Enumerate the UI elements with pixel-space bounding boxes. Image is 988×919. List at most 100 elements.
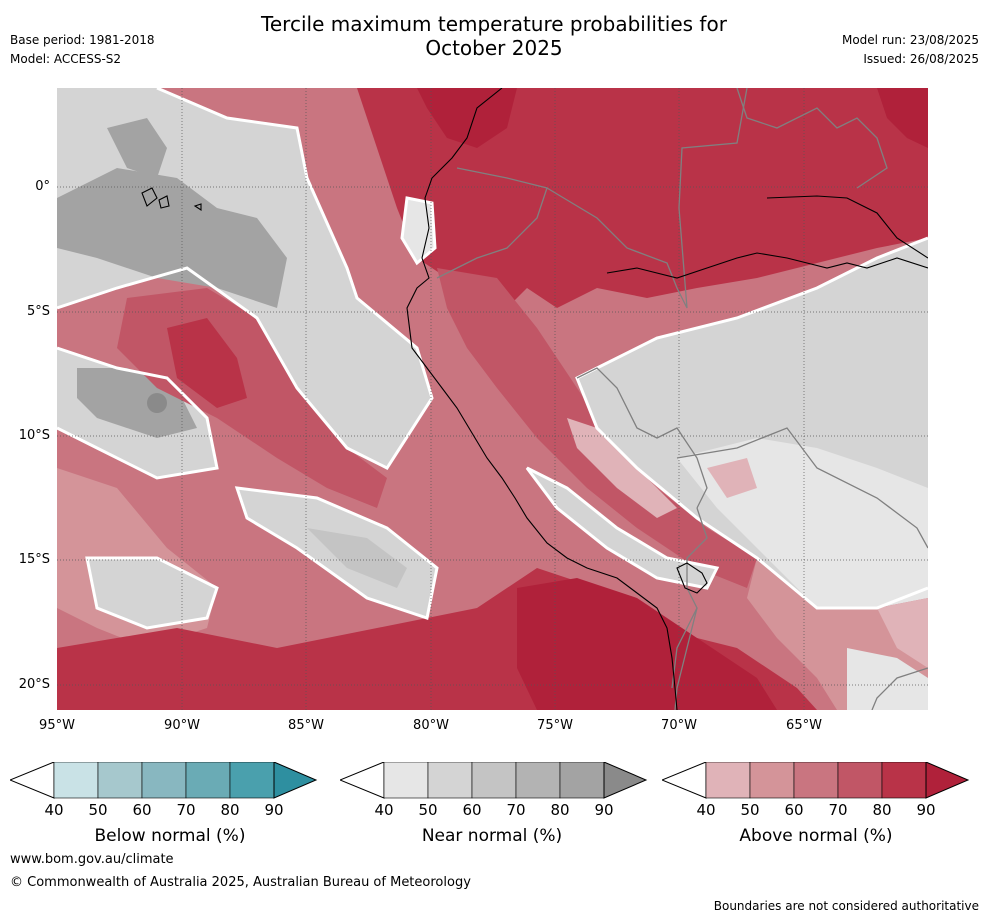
tick-below-90: 90 [264,801,284,819]
region-above-light-band [567,418,677,518]
colorbar-below-swatch-3 [141,762,187,799]
lat-label-15s: 15°S [18,552,50,567]
colorbar-below-swatch-1 [53,762,99,799]
region-near-se [847,648,928,710]
tick-above-40: 40 [696,801,716,819]
colorbar-below-label: Below normal (%) [94,826,246,846]
contour-west [57,88,434,470]
lon-label-75w: 75°W [537,718,573,733]
boundaries-disclaimer: Boundaries are not considered authoritat… [713,899,979,913]
lake-titicaca [676,562,708,594]
colorbar-near-swatch-5 [559,762,605,799]
tick-near-40: 40 [374,801,394,819]
tick-below-70: 70 [176,801,196,819]
model-name: Model: ACCESS-S2 [10,52,122,66]
tick-near-90: 90 [594,801,614,819]
colorbar-near-swatch-4 [515,762,561,799]
region-above-90-ne [877,88,928,148]
colorbar-above-swatch-2 [749,762,795,799]
colorbar-near-swatch-2 [427,762,473,799]
colorbar-near-min-triangle [340,762,385,799]
region-above-west-core [167,318,247,408]
colorbar-above-max-triangle [925,762,970,799]
colorbar-below-swatch-4 [185,762,231,799]
tick-above-50: 50 [740,801,760,819]
map-title: Tercile maximum temperature probabilitie… [0,12,988,60]
region-near-nw-dark [107,118,167,178]
country-borders [436,88,928,710]
border-peru-colombia-brazil [546,88,748,309]
website-link[interactable]: www.bom.gov.au/climate [10,852,174,867]
colorbar-above-min-triangle [662,762,707,799]
border-peru-bolivia [671,507,708,689]
contour-east [575,236,928,610]
lon-label-85w: 85°W [288,718,324,733]
border-bolivia-brazil [676,427,928,549]
tick-below-40: 40 [44,801,64,819]
colorbar-above-swatch-5 [881,762,927,799]
region-near-sw [87,558,217,628]
tick-below-60: 60 [132,801,152,819]
region-near-central-band [527,468,717,588]
colorbar-above-swatch-3 [793,762,839,799]
colorbar-near-swatch-1 [383,762,429,799]
colorbar-below-normal [10,762,318,799]
region-above-90-south [517,578,777,710]
contour-sw2 [85,556,219,630]
colorbar-below-swatch-2 [97,762,143,799]
title-line-1: Tercile maximum temperature probabilitie… [261,12,727,36]
lat-label-0: 0° [35,179,50,194]
contour-west-lower [57,346,219,480]
colorbar-near-max-triangle [603,762,648,799]
tick-near-70: 70 [506,801,526,819]
region-above-90-north [417,88,517,148]
coastline [141,88,928,710]
coastline-river-north [766,195,928,259]
border-peru-brazil [576,367,708,509]
region-near-90-west [147,393,167,413]
tick-above-80: 80 [872,801,892,819]
border-se [871,667,928,710]
copyright-notice: © Commonwealth of Australia 2025, Austra… [10,875,471,890]
region-near-sw-2-dark [307,528,407,588]
colorbar-below-max-triangle [273,762,318,799]
tick-near-50: 50 [418,801,438,819]
border-colombia-ecuador-peru [436,167,548,279]
lat-label-20s: 20°S [18,677,50,692]
region-above-80-north [357,88,928,318]
colorbar-above-swatch-4 [837,762,883,799]
tick-above-60: 60 [784,801,804,819]
contour-sw [234,486,439,620]
lon-label-80w: 80°W [413,718,449,733]
colorbar-below-min-triangle [10,762,55,799]
lon-label-65w: 65°W [786,718,822,733]
tick-below-80: 80 [220,801,240,819]
base-period: Base period: 1981-2018 [10,33,155,47]
colorbar-near-label: Near normal (%) [421,826,563,846]
colorbar-near-swatch-3 [471,762,517,799]
coastline-amazon-river [606,252,928,279]
lon-label-95w: 95°W [39,718,75,733]
lon-label-70w: 70°W [661,718,697,733]
galapagos-islands [141,187,202,212]
boundary-contours [57,88,928,630]
coastline-pacific [406,88,678,710]
colorbar-above-label: Above normal (%) [739,826,893,846]
colorbar-above-swatch-1 [705,762,751,799]
colorbar-near-normal [340,762,648,799]
lon-label-90w: 90°W [164,718,200,733]
region-above-se-light [877,598,928,668]
contour-central-band [525,466,720,590]
border-venezuela-brazil [736,88,888,189]
region-near-west-dark [57,168,287,308]
contour-ecuador [400,196,437,266]
tick-above-90: 90 [916,801,936,819]
lat-label-5s: 5°S [26,304,50,319]
title-line-2: October 2025 [425,36,563,60]
issued-date: Issued: 26/08/2025 [863,52,979,66]
meta-right: Model run: 23/08/2025 Issued: 26/08/2025 [842,31,979,69]
meta-left: Base period: 1981-2018 Model: ACCESS-S2 [10,31,155,69]
region-above-east-light [707,458,757,498]
lat-label-10s: 10°S [18,428,50,443]
colorbar-above-normal [662,762,970,799]
